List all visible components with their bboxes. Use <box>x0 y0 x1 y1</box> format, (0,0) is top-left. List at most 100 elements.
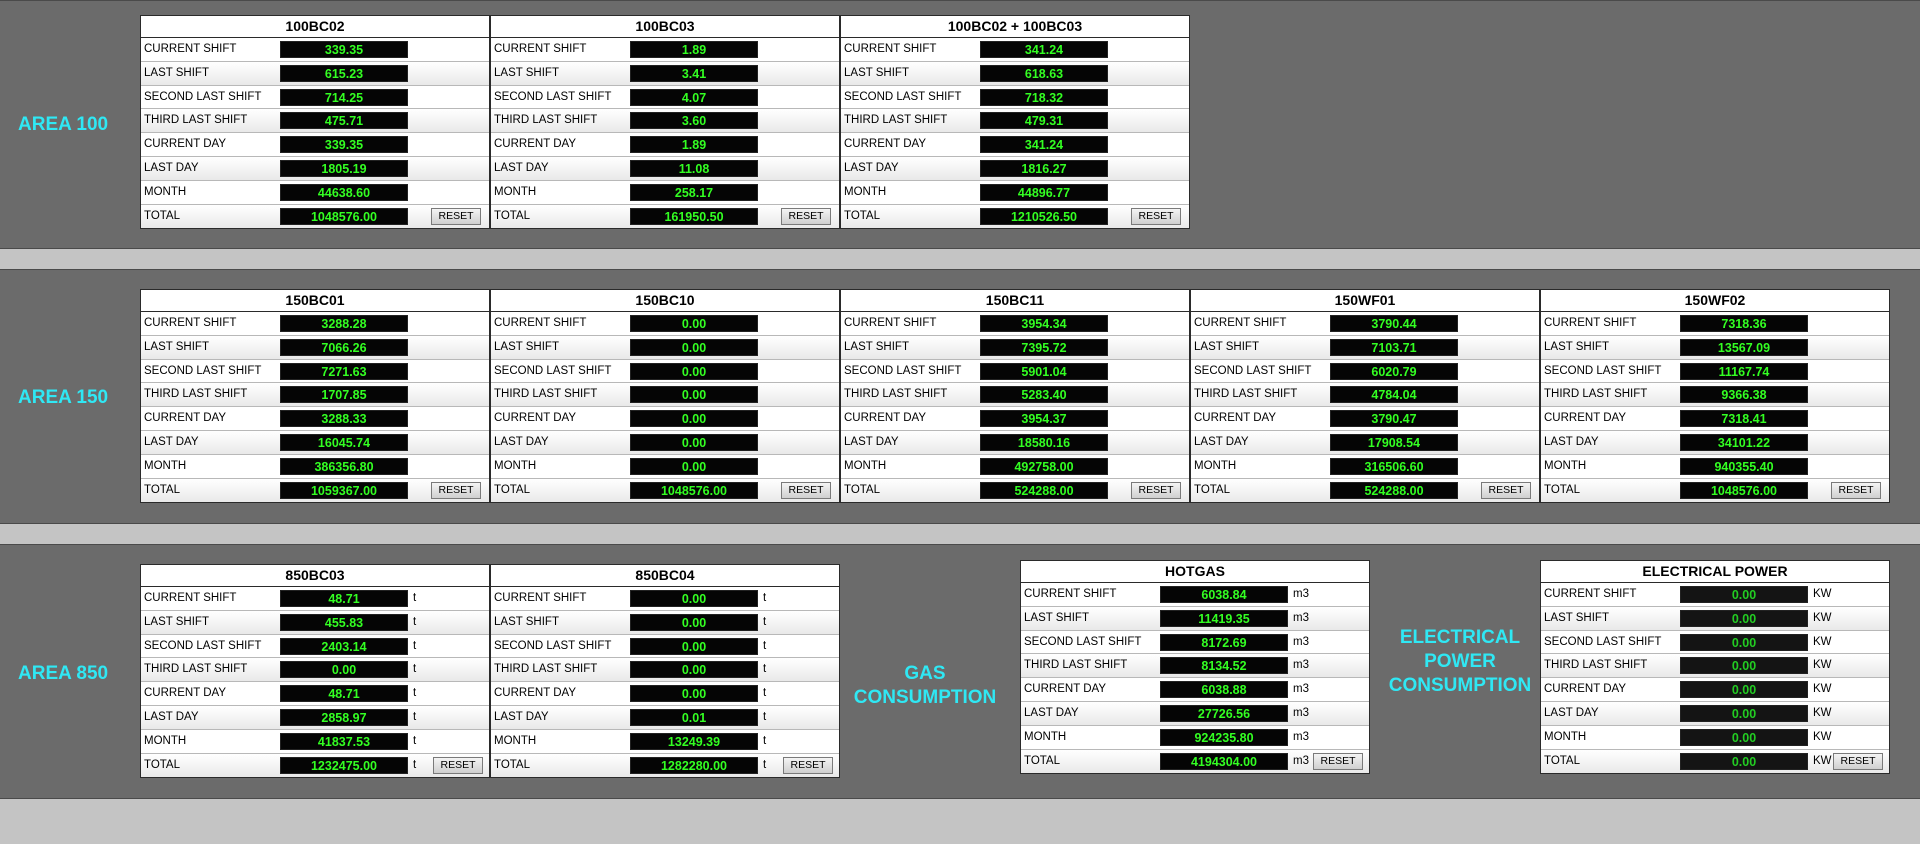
reset-button[interactable]: RESET <box>781 207 831 225</box>
reset-button[interactable]: RESET <box>1833 752 1883 770</box>
value-display: 1210526.50 <box>980 207 1108 225</box>
row-last-shift: LAST SHIFT 0.00 KW <box>1541 606 1889 631</box>
row-current-shift: CURRENT SHIFT 0.00 t <box>491 587 839 611</box>
reset-button[interactable]: RESET <box>1131 481 1181 499</box>
unit-label: m3 <box>1293 659 1309 672</box>
value-display: 0.00 <box>1680 633 1808 651</box>
reset-button[interactable]: RESET <box>1313 752 1363 770</box>
row-third-last-shift: THIRD LAST SHIFT 8134.52 m3 <box>1021 654 1369 679</box>
value-display: 3288.33 <box>280 410 408 428</box>
row-month: MONTH 924235.80 m3 <box>1021 725 1369 750</box>
row-second-last-shift: SECOND LAST SHIFT 0.00 t <box>491 634 839 659</box>
row-second-last-shift: SECOND LAST SHIFT 0.00 <box>491 359 839 384</box>
value-display: 0.00 <box>630 613 758 631</box>
value-display: 924235.80 <box>1160 728 1288 746</box>
row-label: SECOND LAST SHIFT <box>494 364 612 377</box>
row-current-shift: CURRENT SHIFT 3790.44 <box>1191 312 1539 336</box>
row-last-shift: LAST SHIFT 618.63 <box>841 61 1189 86</box>
value-display: 48.71 <box>280 590 408 607</box>
area-850-label: AREA 850 <box>18 663 109 684</box>
value-display: 7103.71 <box>1330 338 1458 356</box>
row-last-day: LAST DAY 17908.54 <box>1191 430 1539 455</box>
panel-title: 850BC03 <box>141 565 489 587</box>
value-display: 618.63 <box>980 64 1108 82</box>
panel-100bc03: 100BC03 CURRENT SHIFT 1.89 LAST SHIFT 3.41 SE… <box>490 15 840 230</box>
unit-label: m3 <box>1293 611 1309 624</box>
reset-button[interactable]: RESET <box>781 481 831 499</box>
row-label: LAST DAY <box>844 435 899 448</box>
row-month: MONTH 41837.53 t <box>141 729 489 754</box>
value-display: 0.00 <box>630 410 758 428</box>
row-label: THIRD LAST SHIFT <box>494 114 598 127</box>
row-label: LAST DAY <box>494 435 549 448</box>
reset-button[interactable]: RESET <box>431 207 481 225</box>
unit-label: KW <box>1813 706 1832 719</box>
row-third-last-shift: THIRD LAST SHIFT 0.00 t <box>141 658 489 683</box>
panel-150bc01: 150BC01 CURRENT SHIFT 3288.28 LAST SHIFT 706… <box>140 289 490 504</box>
value-display: 0.00 <box>1680 681 1808 699</box>
row-label: LAST DAY <box>144 435 199 448</box>
row-label: CURRENT DAY <box>494 138 576 151</box>
row-current-day: CURRENT DAY 48.71 t <box>141 682 489 706</box>
row-label: SECOND LAST SHIFT <box>844 364 962 377</box>
value-display: 7066.26 <box>280 338 408 356</box>
row-last-day: LAST DAY 1805.19 <box>141 156 489 181</box>
row-label: LAST DAY <box>1024 706 1079 719</box>
panel-850bc04: 850BC04 CURRENT SHIFT 0.00 t LAST SHIFT 0.00 t… <box>490 564 840 779</box>
row-label: LAST DAY <box>494 710 549 723</box>
reset-button[interactable]: RESET <box>1131 207 1181 225</box>
unit-label: KW <box>1813 635 1832 648</box>
value-display: 479.31 <box>980 112 1108 130</box>
unit-label: m3 <box>1293 754 1309 767</box>
row-label: SECOND LAST SHIFT <box>1544 635 1662 648</box>
row-label: LAST SHIFT <box>1024 611 1089 624</box>
row-label: TOTAL <box>1544 754 1580 767</box>
reset-button[interactable]: RESET <box>1481 481 1531 499</box>
row-current-day: CURRENT DAY 341.24 <box>841 133 1189 157</box>
value-display: 0.00 <box>1680 728 1808 746</box>
value-display: 9366.38 <box>1680 386 1808 404</box>
row-last-day: LAST DAY 16045.74 <box>141 430 489 455</box>
value-display: 0.00 <box>630 386 758 404</box>
value-display: 4194304.00 <box>1160 752 1288 770</box>
panel-100bc02-100bc03: 100BC02 + 100BC03 CURRENT SHIFT 341.24 LAST… <box>840 15 1190 230</box>
row-last-shift: LAST SHIFT 13567.09 <box>1541 335 1889 360</box>
row-label: CURRENT SHIFT <box>1024 588 1117 600</box>
reset-button[interactable]: RESET <box>431 481 481 499</box>
panel-100bc02: 100BC02 CURRENT SHIFT 339.35 LAST SHIFT 615.… <box>140 15 490 230</box>
row-label: TOTAL <box>494 209 530 222</box>
reset-button[interactable]: RESET <box>433 756 483 774</box>
row-label: CURRENT DAY <box>844 138 926 151</box>
value-display: 339.35 <box>280 41 408 58</box>
unit-label: m3 <box>1293 635 1309 648</box>
value-display: 48.71 <box>280 685 408 703</box>
value-display: 455.83 <box>280 613 408 631</box>
row-label: LAST SHIFT <box>494 615 559 628</box>
row-last-day: LAST DAY 0.01 t <box>491 705 839 730</box>
value-display: 718.32 <box>980 88 1108 106</box>
panel-title: 150BC01 <box>141 290 489 312</box>
panel-850bc03: 850BC03 CURRENT SHIFT 48.71 t LAST SHIFT 455.… <box>140 564 490 779</box>
row-current-shift: CURRENT SHIFT 7318.36 <box>1541 312 1889 336</box>
unit-label: m3 <box>1293 706 1309 719</box>
row-current-day: CURRENT DAY 1.89 <box>491 133 839 157</box>
reset-button[interactable]: RESET <box>1831 481 1881 499</box>
row-last-day: LAST DAY 18580.16 <box>841 430 1189 455</box>
row-label: CURRENT SHIFT <box>494 592 587 604</box>
row-current-day: CURRENT DAY 0.00 t <box>491 682 839 706</box>
row-current-shift: CURRENT SHIFT 3288.28 <box>141 312 489 336</box>
panel-150wf01: 150WF01 CURRENT SHIFT 3790.44 LAST SHIFT 710… <box>1190 289 1540 504</box>
unit-label: m3 <box>1293 730 1309 743</box>
area-100-section: AREA 100 100BC02 CURRENT SHIFT 339.35 LAST … <box>0 0 1920 249</box>
value-display: 3288.28 <box>280 315 408 332</box>
unit-label: KW <box>1813 611 1832 624</box>
reset-button[interactable]: RESET <box>783 756 833 774</box>
unit-label: m3 <box>1293 588 1309 600</box>
unit-label: t <box>413 734 417 747</box>
value-display: 3954.37 <box>980 410 1108 428</box>
row-total: TOTAL 524288.00 RESET <box>1191 478 1539 503</box>
row-label: MONTH <box>1544 459 1587 472</box>
row-label: SECOND LAST SHIFT <box>144 364 262 377</box>
row-last-day: LAST DAY 34101.22 <box>1541 430 1889 455</box>
row-current-shift: CURRENT SHIFT 341.24 <box>841 38 1189 62</box>
